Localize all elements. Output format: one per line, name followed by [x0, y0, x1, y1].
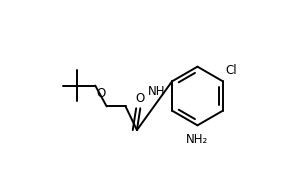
- Text: NH: NH: [147, 85, 165, 98]
- Text: Cl: Cl: [225, 64, 237, 77]
- Text: O: O: [136, 92, 145, 104]
- Text: NH₂: NH₂: [186, 133, 209, 146]
- Text: O: O: [97, 88, 106, 100]
